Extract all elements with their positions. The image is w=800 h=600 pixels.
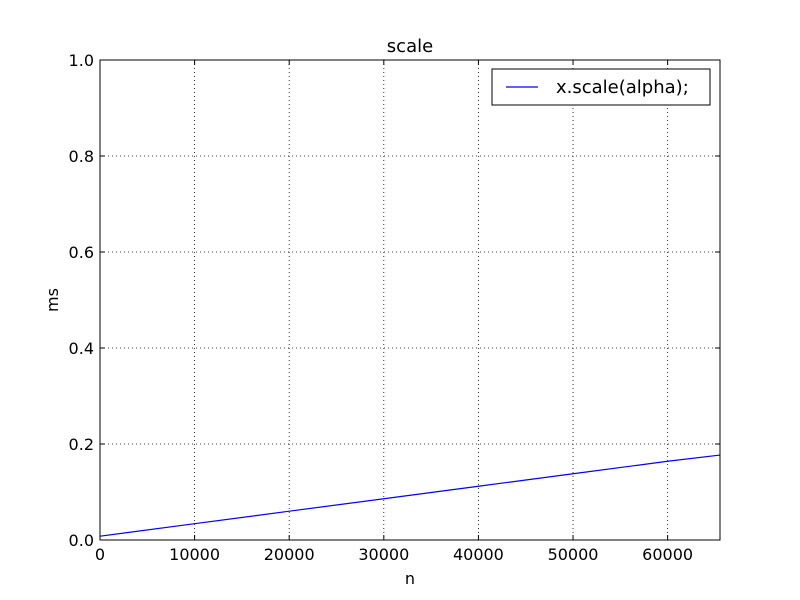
y-tick-label: 0.8 [69, 147, 94, 166]
x-tick-label: 40000 [453, 545, 504, 564]
x-tick-label: 0 [95, 545, 105, 564]
chart-title: scale [387, 36, 433, 57]
ticks [99, 59, 720, 541]
y-axis-label: ms [43, 288, 62, 312]
y-tick-label: 0.4 [69, 339, 94, 358]
grid [100, 60, 720, 540]
x-tick-label: 60000 [642, 545, 693, 564]
series-layer [99, 454, 721, 537]
x-axis-label: n [405, 569, 415, 588]
legend: x.scale(alpha); [491, 68, 711, 106]
series-line [99, 454, 721, 537]
legend-label: x.scale(alpha); [556, 77, 689, 98]
x-tick-label: 50000 [548, 545, 599, 564]
y-tick-label: 1.0 [69, 51, 94, 70]
x-tick-label: 10000 [169, 545, 220, 564]
x-tick-label: 30000 [358, 545, 409, 564]
plot-frame [99, 59, 721, 541]
y-tick-label: 0.0 [69, 531, 94, 550]
y-tick-label: 0.6 [69, 243, 94, 262]
x-tick-label: 20000 [264, 545, 315, 564]
tick-labels: 0 10000 20000 30000 40000 50000 60000 0.0 0.2 0.4… [69, 51, 694, 564]
y-tick-label: 0.2 [69, 435, 94, 454]
